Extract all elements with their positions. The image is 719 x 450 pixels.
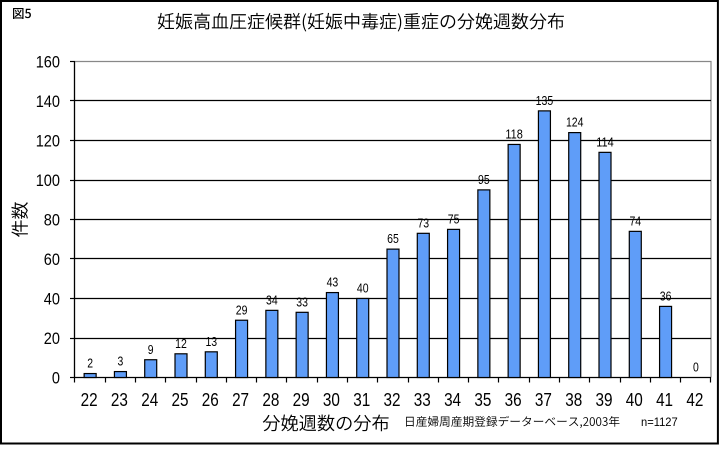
svg-text:36: 36 bbox=[505, 390, 522, 410]
svg-text:27: 27 bbox=[232, 390, 249, 410]
svg-text:0: 0 bbox=[693, 361, 699, 375]
svg-text:100: 100 bbox=[36, 171, 60, 190]
svg-text:12: 12 bbox=[175, 337, 187, 351]
svg-text:40: 40 bbox=[626, 390, 643, 410]
svg-text:120: 120 bbox=[36, 132, 60, 151]
svg-text:35: 35 bbox=[474, 390, 491, 410]
svg-text:39: 39 bbox=[596, 390, 613, 410]
svg-text:3: 3 bbox=[118, 355, 124, 369]
svg-text:114: 114 bbox=[596, 135, 614, 149]
svg-text:37: 37 bbox=[535, 390, 552, 410]
svg-text:140: 140 bbox=[36, 92, 60, 111]
svg-text:29: 29 bbox=[293, 390, 310, 410]
svg-text:9: 9 bbox=[148, 343, 154, 357]
svg-text:75: 75 bbox=[448, 212, 460, 226]
svg-text:95: 95 bbox=[478, 173, 490, 187]
svg-text:2: 2 bbox=[87, 357, 93, 371]
svg-text:29: 29 bbox=[236, 303, 248, 317]
svg-text:34: 34 bbox=[444, 390, 461, 410]
svg-text:65: 65 bbox=[387, 232, 399, 246]
svg-text:74: 74 bbox=[629, 214, 641, 228]
svg-text:20: 20 bbox=[44, 329, 60, 348]
svg-text:33: 33 bbox=[414, 390, 431, 410]
svg-text:28: 28 bbox=[262, 390, 279, 410]
svg-text:31: 31 bbox=[353, 390, 370, 410]
svg-text:40: 40 bbox=[44, 290, 60, 309]
svg-text:43: 43 bbox=[327, 276, 339, 290]
svg-text:36: 36 bbox=[660, 290, 672, 304]
svg-text:41: 41 bbox=[656, 390, 673, 410]
svg-text:13: 13 bbox=[205, 335, 217, 349]
svg-text:25: 25 bbox=[172, 390, 189, 410]
svg-text:38: 38 bbox=[565, 390, 582, 410]
svg-text:73: 73 bbox=[417, 216, 429, 230]
svg-text:160: 160 bbox=[36, 53, 60, 72]
svg-text:40: 40 bbox=[357, 282, 369, 296]
svg-text:n=1127: n=1127 bbox=[641, 416, 678, 429]
svg-text:80: 80 bbox=[44, 211, 60, 230]
svg-text:24: 24 bbox=[141, 390, 158, 410]
svg-text:22: 22 bbox=[81, 390, 98, 410]
svg-text:30: 30 bbox=[323, 390, 340, 410]
svg-text:60: 60 bbox=[44, 250, 60, 269]
svg-text:33: 33 bbox=[296, 295, 308, 309]
svg-text:34: 34 bbox=[266, 293, 278, 307]
svg-text:42: 42 bbox=[686, 390, 703, 410]
svg-text:124: 124 bbox=[566, 116, 584, 130]
svg-text:32: 32 bbox=[384, 390, 401, 410]
svg-text:26: 26 bbox=[202, 390, 219, 410]
svg-text:23: 23 bbox=[111, 390, 128, 410]
svg-text:118: 118 bbox=[505, 128, 523, 142]
svg-text:0: 0 bbox=[52, 369, 60, 388]
svg-text:135: 135 bbox=[536, 94, 554, 108]
